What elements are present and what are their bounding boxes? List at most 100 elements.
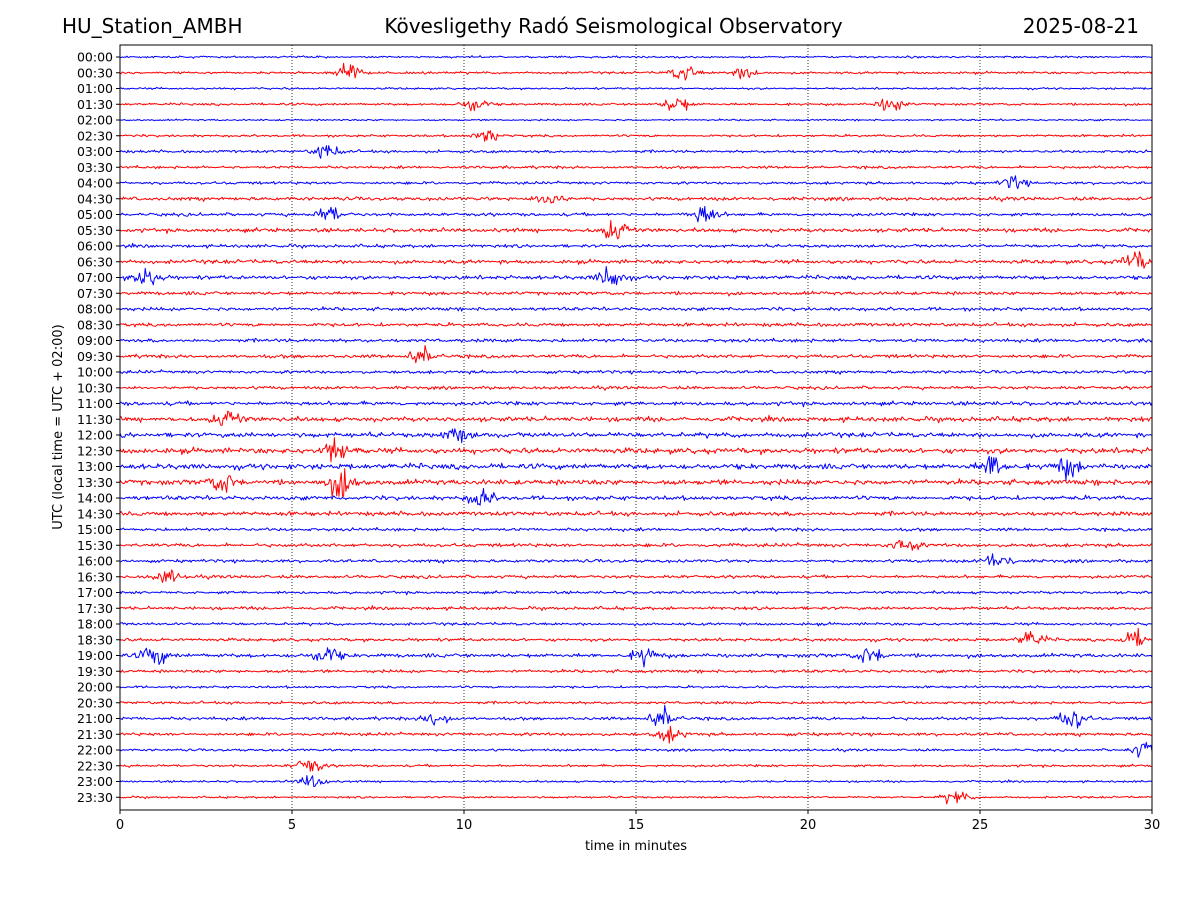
y-tick-label: 07:00 [77,270,113,285]
trace-0430 [119,195,1153,204]
y-tick-label: 11:00 [77,396,113,411]
plot-area [120,45,1152,810]
trace-0630 [120,251,1153,269]
trace-0100 [119,86,1153,91]
trace-1130 [119,410,1153,426]
y-tick-label: 11:30 [77,412,113,427]
y-tick-label: 05:30 [77,223,113,238]
y-axis-label: UTC (local time = UTC + 02:00) [51,324,66,529]
trace-2230 [119,760,1153,772]
trace-1200 [119,428,1153,444]
trace-1500 [119,526,1153,532]
trace-0600 [119,242,1153,249]
y-tick-label: 17:00 [77,585,113,600]
y-tick-label: 12:30 [77,443,113,458]
y-tick-label: 19:30 [77,664,113,679]
trace-1330 [119,468,1153,497]
y-tick-label: 06:00 [77,239,113,254]
trace-0900 [119,337,1153,344]
trace-0400 [119,175,1153,190]
y-tick-label: 22:30 [77,758,113,773]
trace-2030 [119,700,1153,705]
x-tick-label: 15 [628,818,645,833]
y-tick-label: 05:00 [77,207,113,222]
trace-0530 [119,220,1153,240]
trace-1600 [119,553,1153,566]
y-tick-label: 23:00 [77,774,113,789]
station-name: HU_Station_AMBH [62,14,243,38]
trace-0930 [119,345,1153,364]
x-tick-label: 10 [456,818,473,833]
y-tick-label: 18:30 [77,632,113,647]
y-axis-ticks: 00:0000:3001:0001:3002:0002:3003:0003:30… [77,50,120,805]
trace-0500 [119,205,1152,223]
trace-2200 [119,741,1153,758]
trace-2300 [119,775,1153,787]
y-tick-label: 09:30 [77,349,113,364]
trace-1530 [119,539,1153,551]
y-tick-label: 21:00 [77,711,113,726]
y-tick-label: 22:00 [77,743,113,758]
y-tick-label: 03:00 [77,144,113,159]
trace-0000 [120,55,1153,59]
trace-1030 [119,385,1153,391]
trace-2000 [119,684,1153,689]
y-tick-label: 14:00 [77,491,113,506]
trace-1100 [119,400,1153,408]
y-tick-label: 02:30 [77,128,113,143]
trace-0330 [120,164,1153,170]
y-tick-label: 13:00 [77,459,113,474]
y-tick-label: 04:00 [77,176,113,191]
y-tick-label: 16:00 [77,554,113,569]
y-tick-label: 01:00 [77,81,113,96]
trace-1000 [119,369,1153,375]
y-tick-label: 20:30 [77,695,113,710]
y-tick-label: 21:30 [77,727,113,742]
trace-0130 [119,98,1153,112]
y-tick-label: 10:00 [77,365,113,380]
y-tick-label: 18:00 [77,617,113,632]
y-tick-label: 09:00 [77,333,113,348]
y-tick-label: 17:30 [77,601,113,616]
trace-2100 [119,704,1153,729]
trace-0200 [119,118,1153,122]
y-tick-label: 08:30 [77,317,113,332]
trace-1730 [119,605,1152,612]
y-tick-label: 02:00 [77,113,113,128]
trace-1630 [119,569,1153,583]
y-tick-label: 03:30 [77,160,113,175]
y-tick-label: 10:30 [77,380,113,395]
y-tick-label: 01:30 [77,97,113,112]
seismogram-traces [119,55,1153,805]
chart-date: 2025-08-21 [1022,14,1139,38]
trace-0300 [119,145,1153,159]
plot-background [120,45,1152,810]
x-axis-ticks: 0 5 10 15 20 25 30 [116,810,1160,833]
trace-1700 [119,590,1153,596]
y-tick-label: 15:30 [77,538,113,553]
trace-1230 [119,437,1153,463]
trace-0800 [119,306,1153,312]
y-tick-label: 12:00 [77,428,113,443]
y-tick-label: 16:30 [77,569,113,584]
trace-0230 [119,130,1153,142]
x-tick-label: 20 [800,818,817,833]
chart-title: Kövesligethy Radó Seismological Observat… [384,14,843,38]
trace-0730 [119,290,1153,297]
x-axis-label: time in minutes [585,839,687,854]
x-tick-label: 25 [972,818,989,833]
trace-1930 [119,668,1153,674]
y-tick-label: 13:30 [77,475,113,490]
y-tick-label: 00:00 [77,50,113,65]
x-tick-label: 0 [116,818,124,833]
y-tick-label: 07:30 [77,286,113,301]
trace-1900 [119,647,1153,668]
x-tick-label: 30 [1144,818,1161,833]
trace-1800 [119,621,1153,627]
trace-1400 [119,488,1152,506]
y-tick-label: 04:30 [77,191,113,206]
x-tick-label: 5 [288,818,296,833]
y-tick-label: 06:30 [77,254,113,269]
trace-2130 [119,725,1153,744]
